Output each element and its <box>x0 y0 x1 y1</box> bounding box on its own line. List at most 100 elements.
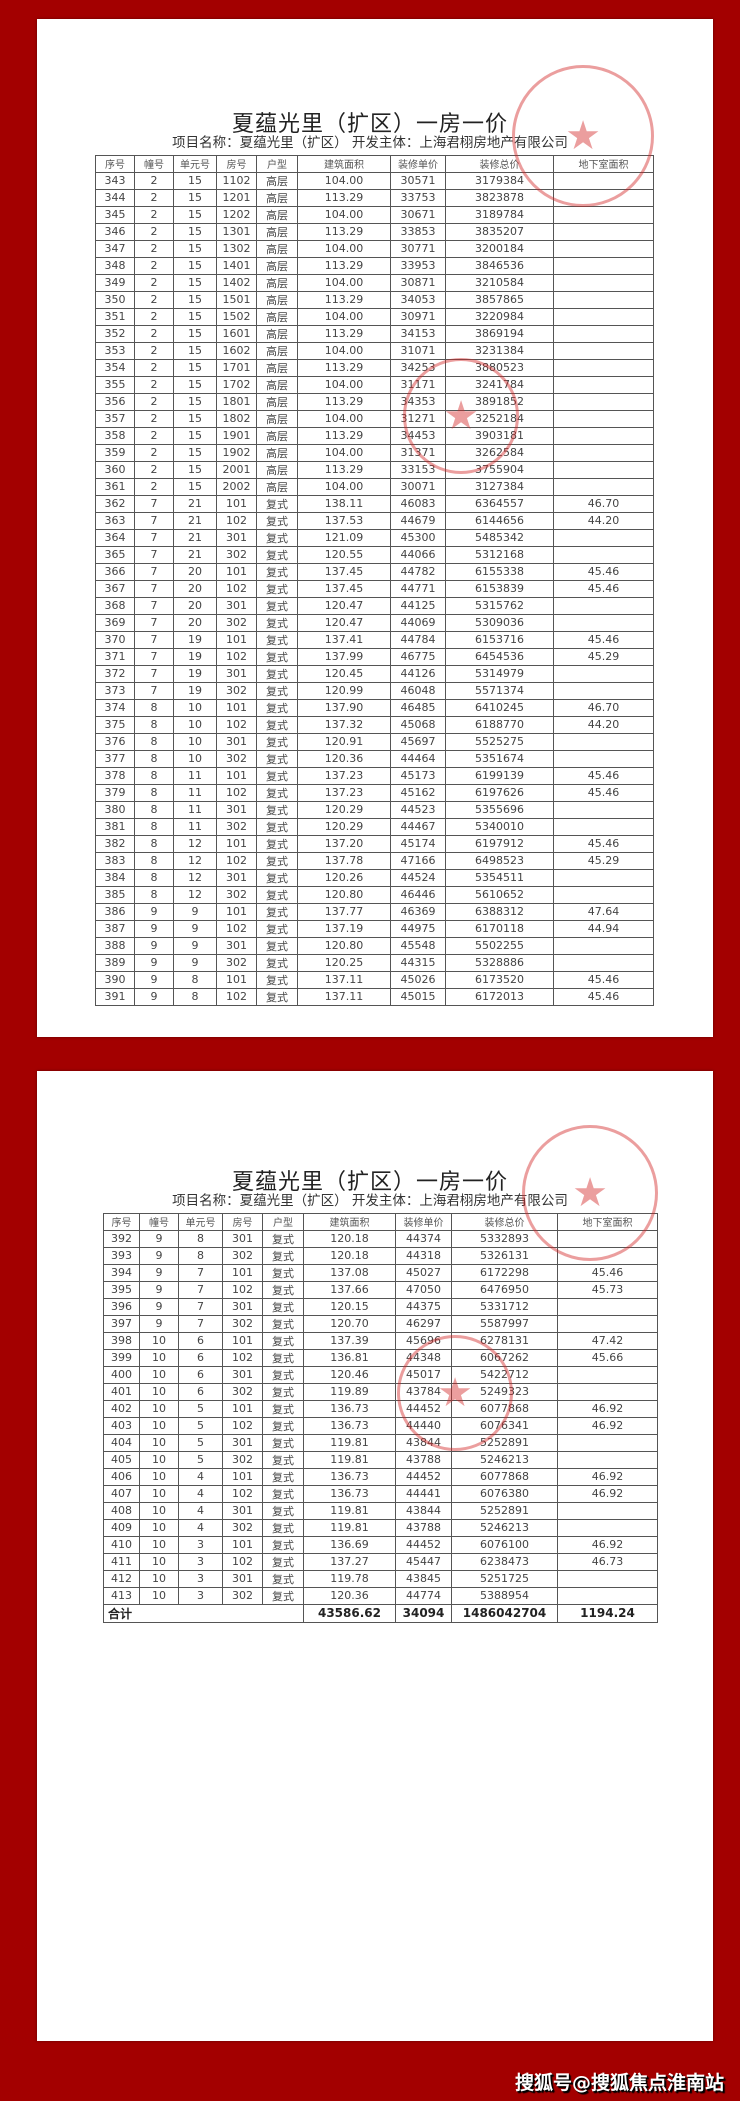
cell-area: 137.78 <box>297 851 391 870</box>
cell-unit-price: 44315 <box>390 953 446 972</box>
cell-room: 101 <box>216 766 257 785</box>
cell-unit-price: 44066 <box>390 545 446 564</box>
cell-area: 137.19 <box>297 919 391 938</box>
cell-unit-price: 31071 <box>390 341 446 360</box>
cell-unit: 11 <box>173 800 217 819</box>
cell-unit: 12 <box>173 851 217 870</box>
cell-basement-area: 46.92 <box>557 1484 658 1503</box>
cell-area: 120.55 <box>297 545 391 564</box>
cell-total-price: 5351674 <box>445 749 554 768</box>
cell-area: 113.29 <box>297 358 391 377</box>
table-row: 383 8 12 102 复式 137.78 47166 6498523 45.29 <box>95 851 654 870</box>
cell-room: 102 <box>216 579 257 598</box>
cell-unit: 7 <box>178 1314 223 1333</box>
cell-unit: 4 <box>178 1467 223 1486</box>
cell-unit: 15 <box>173 426 217 445</box>
table-row: 343 2 15 1102 高层 104.00 30571 3179384 <box>95 171 654 190</box>
cell-type: 高层 <box>256 205 298 224</box>
cell-seq: 349 <box>95 273 135 292</box>
cell-type: 高层 <box>256 409 298 428</box>
cell-area: 137.23 <box>297 766 391 785</box>
cell-area: 136.73 <box>303 1467 396 1486</box>
cell-unit: 9 <box>173 936 217 955</box>
cell-total-price: 6077868 <box>451 1399 558 1418</box>
cell-total-price: 3127384 <box>445 477 554 496</box>
cell-room: 2002 <box>216 477 257 496</box>
cell-total-price: 5355696 <box>445 800 554 819</box>
cell-total-price: 5309036 <box>445 613 554 632</box>
cell-total-price: 6238473 <box>451 1552 558 1571</box>
cell-basement-area: 45.46 <box>557 1263 658 1282</box>
cell-seq: 393 <box>103 1246 140 1265</box>
cell-building: 7 <box>134 562 174 581</box>
cell-seq: 359 <box>95 443 135 462</box>
cell-unit: 5 <box>178 1416 223 1435</box>
cell-type: 复式 <box>262 1399 304 1418</box>
cell-unit-price: 46083 <box>390 494 446 513</box>
cell-basement-area: 45.46 <box>553 562 654 581</box>
cell-total-price: 6153839 <box>445 579 554 598</box>
cell-basement-area <box>553 817 654 836</box>
cell-type: 复式 <box>262 1484 304 1503</box>
cell-building: 2 <box>134 273 174 292</box>
cell-unit: 15 <box>173 188 217 207</box>
cell-type: 复式 <box>256 936 298 955</box>
cell-total-price: 3869194 <box>445 324 554 343</box>
cell-unit: 19 <box>173 664 217 683</box>
cell-area: 104.00 <box>297 307 391 326</box>
table-row: 350 2 15 1501 高层 113.29 34053 3857865 <box>95 290 654 309</box>
cell-total-price: 3755904 <box>445 460 554 479</box>
cell-seq: 388 <box>95 936 135 955</box>
cell-seq: 361 <box>95 477 135 496</box>
table-row: 380 8 11 301 复式 120.29 44523 5355696 <box>95 800 654 819</box>
cell-building: 2 <box>134 460 174 479</box>
cell-basement-area: 45.46 <box>553 987 654 1006</box>
cell-room: 301 <box>222 1229 263 1248</box>
cell-area: 113.29 <box>297 460 391 479</box>
total-price: 1486042704 <box>451 1603 558 1623</box>
cell-area: 119.81 <box>303 1433 396 1452</box>
cell-unit-price: 45068 <box>390 715 446 734</box>
cell-room: 302 <box>222 1450 263 1469</box>
source-watermark: 搜狐号@搜狐焦点淮南站 <box>514 2072 724 2094</box>
column-header-room: 房号 <box>222 1213 263 1231</box>
cell-room: 302 <box>216 613 257 632</box>
cell-room: 301 <box>216 800 257 819</box>
cell-room: 301 <box>216 868 257 887</box>
cell-room: 101 <box>222 1535 263 1554</box>
cell-seq: 347 <box>95 239 135 258</box>
cell-total-price: 6364557 <box>445 494 554 513</box>
cell-building: 8 <box>134 851 174 870</box>
cell-unit-price: 43845 <box>395 1569 452 1588</box>
cell-total-price: 6278131 <box>451 1331 558 1350</box>
cell-seq: 364 <box>95 528 135 547</box>
cell-basement-area <box>557 1297 658 1316</box>
cell-building: 9 <box>139 1314 179 1333</box>
table-row: 400 10 6 301 复式 120.46 45017 5422712 <box>103 1365 658 1384</box>
table-row: 407 10 4 102 复式 136.73 44441 6076380 46.92 <box>103 1484 658 1503</box>
cell-area: 136.73 <box>303 1399 396 1418</box>
cell-unit-price: 33753 <box>390 188 446 207</box>
cell-basement-area <box>553 443 654 462</box>
cell-basement-area <box>553 800 654 819</box>
cell-building: 7 <box>134 528 174 547</box>
cell-building: 2 <box>134 205 174 224</box>
table-row: 362 7 21 101 复式 138.11 46083 6364557 46.70 <box>95 494 654 513</box>
cell-unit: 19 <box>173 647 217 666</box>
cell-area: 113.29 <box>297 426 391 445</box>
cell-seq: 389 <box>95 953 135 972</box>
cell-basement-area: 45.46 <box>553 970 654 989</box>
cell-building: 2 <box>134 341 174 360</box>
cell-building: 8 <box>134 715 174 734</box>
column-header-basement-area: 地下室面积 <box>557 1213 658 1231</box>
cell-type: 复式 <box>256 817 298 836</box>
cell-seq: 413 <box>103 1586 140 1605</box>
cell-unit: 4 <box>178 1501 223 1520</box>
table-row: 348 2 15 1401 高层 113.29 33953 3846536 <box>95 256 654 275</box>
cell-area: 120.36 <box>297 749 391 768</box>
cell-type: 高层 <box>256 188 298 207</box>
cell-seq: 375 <box>95 715 135 734</box>
cell-total-price: 5587997 <box>451 1314 558 1333</box>
cell-seq: 376 <box>95 732 135 751</box>
cell-basement-area <box>557 1518 658 1537</box>
